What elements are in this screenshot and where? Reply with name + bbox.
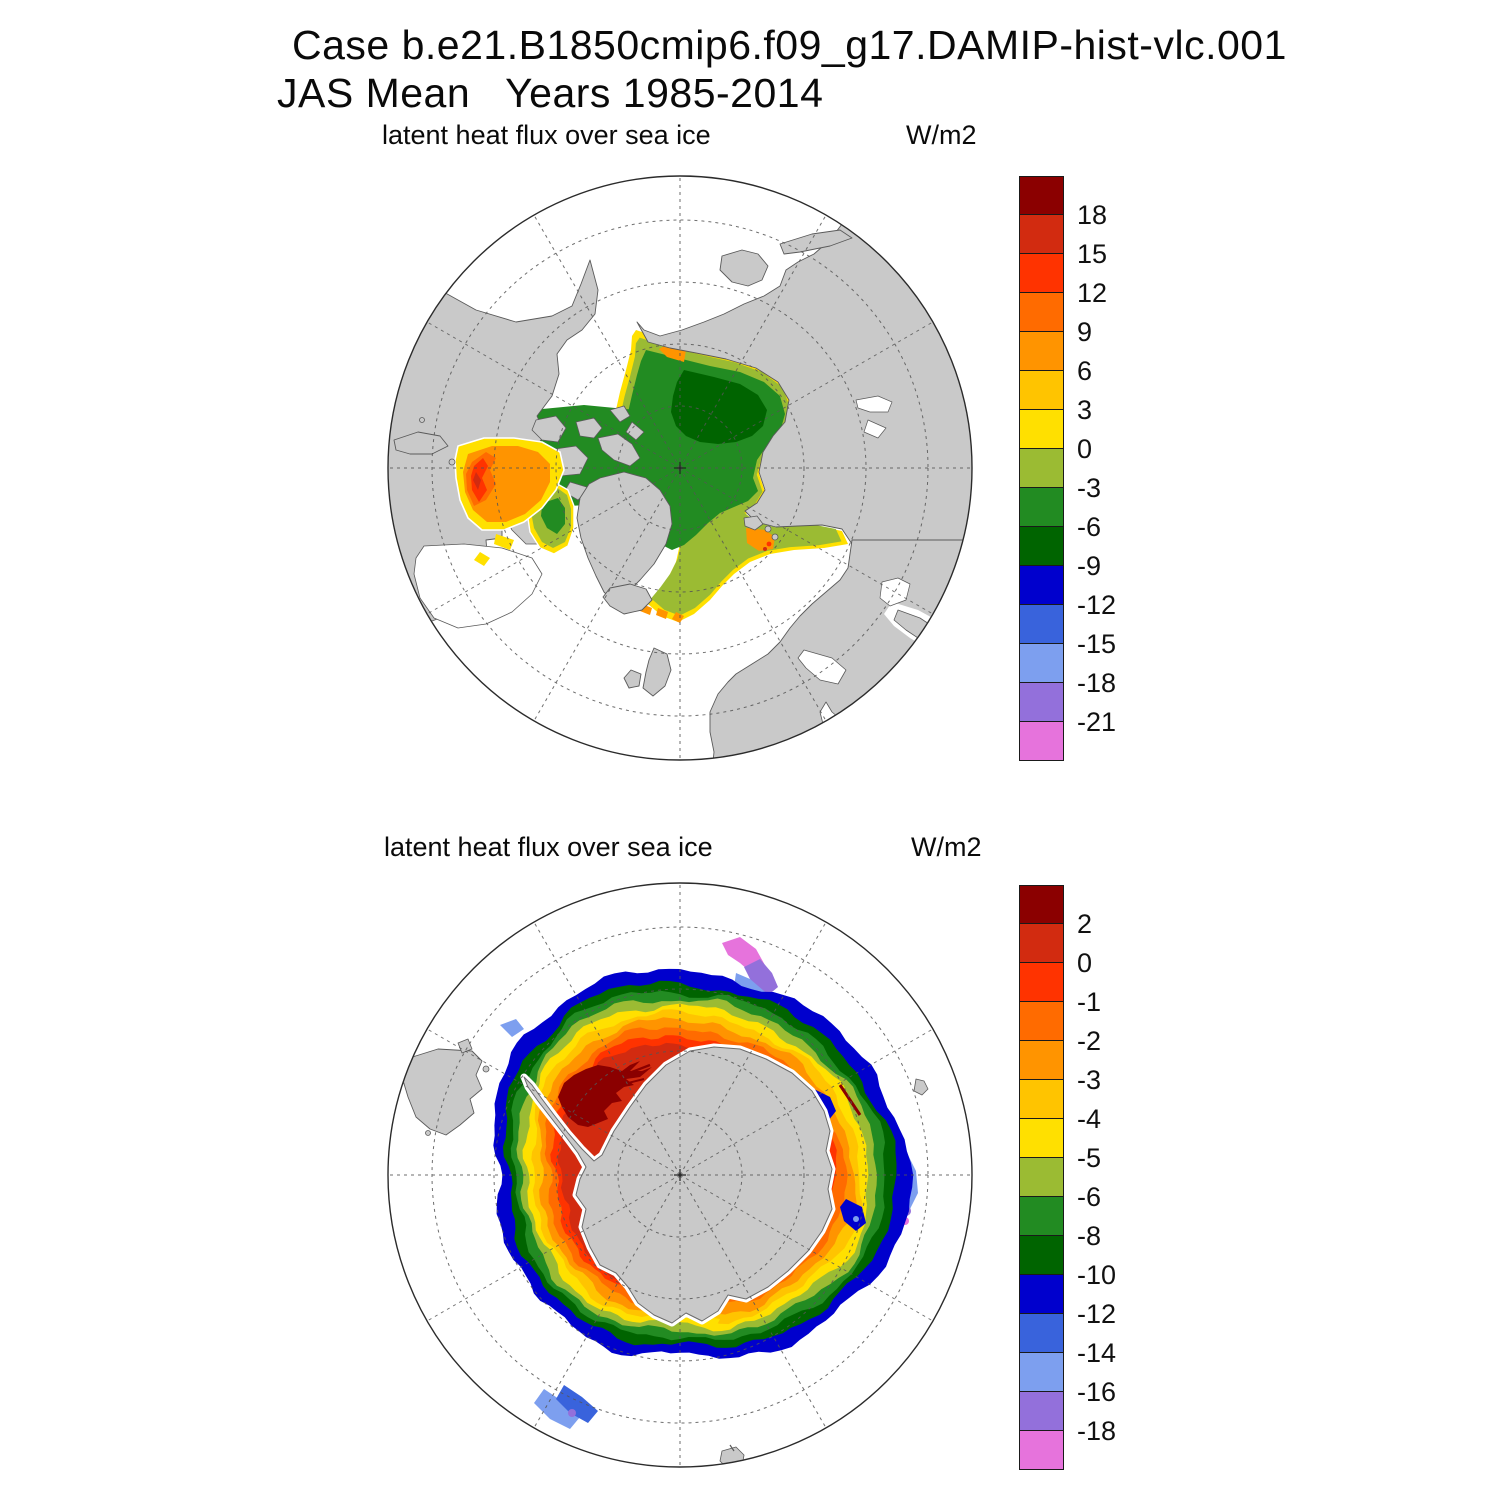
colorbar-tick-label: -12: [1077, 590, 1117, 620]
arctic-units-label: W/m2: [906, 120, 977, 150]
colorbar-tick-label: 0: [1077, 948, 1093, 978]
colorbar-tick-label: 3: [1077, 395, 1093, 425]
colorbar-segment: [1019, 371, 1064, 410]
colorbar-tick-label: -3: [1077, 1065, 1102, 1095]
colorbar-segment: [1019, 1119, 1064, 1158]
colorbar-tick-label: -8: [1077, 1221, 1102, 1251]
colorbar-tick-label: -1: [1077, 987, 1102, 1017]
plot-title-line2: JAS Mean Years 1985-2014: [277, 70, 824, 116]
arctic-variable-label: latent heat flux over sea ice: [382, 120, 711, 150]
colorbar-tick-label: -15: [1077, 629, 1117, 659]
colorbar-segment: [1019, 683, 1064, 722]
colorbar-tick-label: -2: [1077, 1026, 1102, 1056]
antarctic-variable-label: latent heat flux over sea ice: [384, 832, 713, 862]
colorbar-tick-label: 6: [1077, 356, 1093, 386]
colorbar-segment: [1019, 924, 1064, 963]
colorbar-tick-label: -6: [1077, 512, 1102, 542]
colorbar-segment: [1019, 293, 1064, 332]
colorbar-tick-label: -21: [1077, 707, 1117, 737]
colorbar-tick-label: 15: [1077, 239, 1108, 269]
colorbar-segment: [1019, 1080, 1064, 1119]
colorbar-tick-label: -18: [1077, 668, 1117, 698]
colorbar-segment: [1019, 1041, 1064, 1080]
colorbar-segment: [1019, 644, 1064, 683]
colorbar-segment: [1019, 1392, 1064, 1431]
colorbar-segment: [1019, 1002, 1064, 1041]
colorbar-tick-label: -5: [1077, 1143, 1102, 1173]
colorbar-tick-label: 9: [1077, 317, 1093, 347]
colorbar-segment: [1019, 176, 1064, 215]
colorbar-segment: [1019, 488, 1064, 527]
arctic-map: [387, 175, 973, 761]
colorbar-tick-label: -6: [1077, 1182, 1102, 1212]
colorbar-segment: [1019, 605, 1064, 644]
colorbar-segment: [1019, 215, 1064, 254]
colorbar-segment: [1019, 566, 1064, 605]
colorbar-segment: [1019, 722, 1064, 761]
antarctic-map: [387, 882, 973, 1468]
colorbar-segment: [1019, 1275, 1064, 1314]
colorbar-tick-label: -10: [1077, 1260, 1117, 1290]
colorbar-tick-label: -4: [1077, 1104, 1102, 1134]
colorbar-tick-label: -12: [1077, 1299, 1117, 1329]
colorbar-tick-label: -18: [1077, 1416, 1117, 1446]
antarctic-colorbar: 2 0 -1 -2 -3 -4 -5 -6 -8 -10 -12 -14 -16 -18: [1019, 885, 1116, 1470]
colorbar-segment: [1019, 1314, 1064, 1353]
colorbar-segment: [1019, 410, 1064, 449]
colorbar-segment: [1019, 1353, 1064, 1392]
colorbar-segment: [1019, 1431, 1064, 1470]
plot-title-line1: Case b.e21.B1850cmip6.f09_g17.DAMIP-hist…: [292, 22, 1287, 68]
colorbar-tick-label: 0: [1077, 434, 1093, 464]
colorbar-tick-label: -3: [1077, 473, 1102, 503]
colorbar-tick-label: 12: [1077, 278, 1108, 308]
colorbar-tick-label: -14: [1077, 1338, 1117, 1368]
colorbar-segment: [1019, 449, 1064, 488]
colorbar-segment: [1019, 1197, 1064, 1236]
colorbar-segment: [1019, 963, 1064, 1002]
colorbar-segment: [1019, 1236, 1064, 1275]
colorbar-segment: [1019, 885, 1064, 924]
colorbar-tick-label: -9: [1077, 551, 1102, 581]
colorbar-segment: [1019, 527, 1064, 566]
colorbar-tick-label: -16: [1077, 1377, 1117, 1407]
antarctic-units-label: W/m2: [911, 832, 982, 862]
colorbar-tick-label: 18: [1077, 200, 1108, 230]
colorbar-segment: [1019, 332, 1064, 371]
colorbar-tick-label: 2: [1077, 909, 1093, 939]
colorbar-segment: [1019, 1158, 1064, 1197]
colorbar-segment: [1019, 254, 1064, 293]
arctic-colorbar: 18 15 12 9 6 3 0 -3 -6 -9 -12 -15 -18 -21: [1019, 176, 1116, 761]
